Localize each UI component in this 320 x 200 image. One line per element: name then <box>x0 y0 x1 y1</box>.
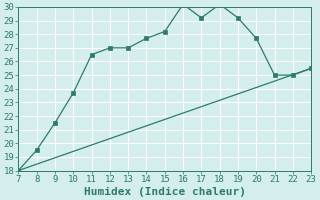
X-axis label: Humidex (Indice chaleur): Humidex (Indice chaleur) <box>84 186 246 197</box>
